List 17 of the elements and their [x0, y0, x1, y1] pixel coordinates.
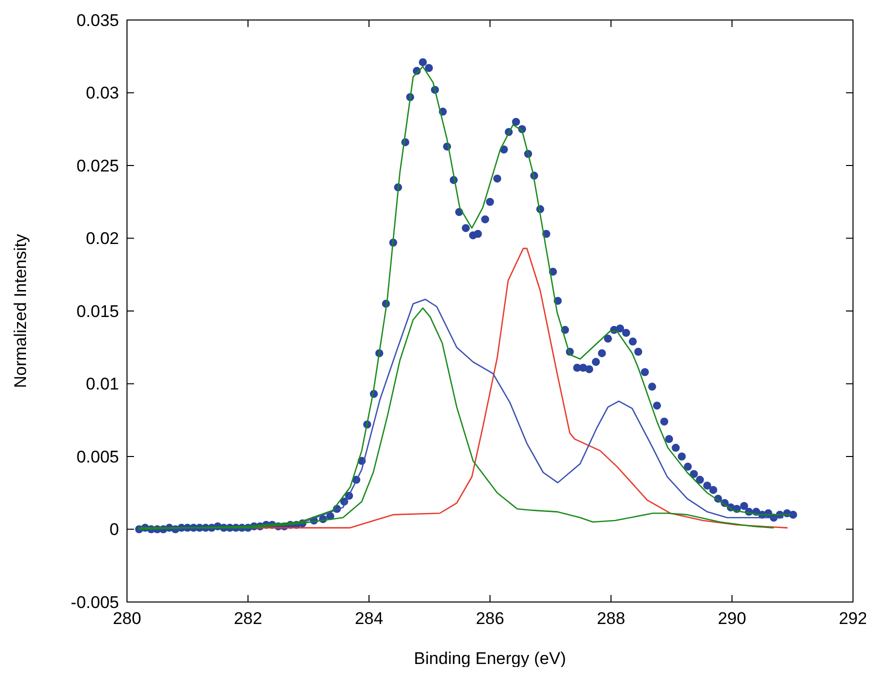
y-tick-label: 0.03 — [86, 84, 119, 103]
x-tick-label: 288 — [596, 609, 626, 628]
y-tick-label: 0.005 — [76, 447, 119, 466]
x-tick-label: 284 — [354, 609, 384, 628]
y-tick-label: 0.035 — [76, 10, 119, 30]
y-tick-label: 0 — [110, 520, 119, 540]
x-tick-label: 292 — [838, 609, 868, 628]
y-axis-title: Normalized Intensity — [11, 234, 30, 388]
y-tick-label: 0.02 — [86, 229, 119, 248]
y-tick-label: 0.01 — [86, 374, 119, 394]
y-tick-label: -0.005 — [70, 592, 119, 612]
x-tick-label: 290 — [718, 609, 746, 628]
y-tick-label: 0.015 — [76, 302, 119, 321]
y-tick-label: 0.025 — [76, 156, 119, 176]
x-tick-label: 282 — [234, 609, 262, 628]
x-tick-label: 280 — [112, 609, 142, 628]
x-tick-label: 286 — [476, 609, 504, 628]
